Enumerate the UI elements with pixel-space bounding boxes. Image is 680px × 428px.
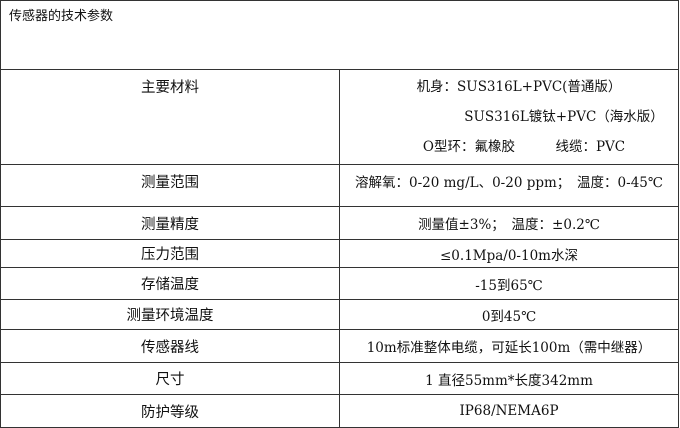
- row-value: 10m标准整体电缆，可延长100m（需中继器）: [339, 329, 679, 363]
- row-label: 存储温度: [0, 267, 340, 300]
- value-line: SUS316L镀钛+PVC（海水版）: [464, 109, 664, 125]
- row-label: 测量范围: [0, 164, 340, 207]
- table-title: 传感器的技术参数: [0, 0, 679, 70]
- row-value: -15到65℃: [339, 267, 679, 300]
- row-value: 测量值±3%； 温度：±0.2℃: [339, 206, 679, 240]
- value-line: 机身：SUS316L+PVC(普通版）: [416, 79, 622, 95]
- table-row: 测量环境温度 0到45℃: [0, 299, 679, 330]
- table-row: 测量范围 溶解氧：0-20 mg/L、0-20 ppm； 温度：0-45℃: [0, 164, 679, 207]
- table-row: 传感器线 10m标准整体电缆，可延长100m（需中继器）: [0, 329, 679, 363]
- row-label: 防护等级: [0, 394, 340, 428]
- title-row: 传感器的技术参数: [0, 0, 679, 70]
- row-label: 测量环境温度: [0, 299, 340, 330]
- row-value: 1 直径55mm*长度342mm: [339, 362, 679, 395]
- row-value: 0到45℃: [339, 299, 679, 330]
- row-value: ≤0.1Mpa/0-10m水深: [339, 239, 679, 268]
- row-label: 测量精度: [0, 206, 340, 240]
- table-row: 主要材料 机身：SUS316L+PVC(普通版） SUS316L镀钛+PVC（海…: [0, 69, 679, 165]
- row-value: 机身：SUS316L+PVC(普通版） SUS316L镀钛+PVC（海水版） O…: [339, 69, 679, 165]
- row-label: 尺寸: [0, 362, 340, 395]
- table-row: 防护等级 IP68/NEMA6P: [0, 394, 679, 428]
- row-label: 主要材料: [0, 69, 340, 165]
- row-label: 传感器线: [0, 329, 340, 363]
- table-row: 测量精度 测量值±3%； 温度：±0.2℃: [0, 206, 679, 240]
- row-value: 溶解氧：0-20 mg/L、0-20 ppm； 温度：0-45℃: [339, 164, 679, 207]
- table-row: 压力范围 ≤0.1Mpa/0-10m水深: [0, 239, 679, 268]
- table-row: 存储温度 -15到65℃: [0, 267, 679, 300]
- value-line: O型环：氟橡胶 线缆：PVC: [422, 139, 626, 155]
- row-value: IP68/NEMA6P: [339, 394, 679, 428]
- table-row: 尺寸 1 直径55mm*长度342mm: [0, 362, 679, 395]
- row-label: 压力范围: [0, 239, 340, 268]
